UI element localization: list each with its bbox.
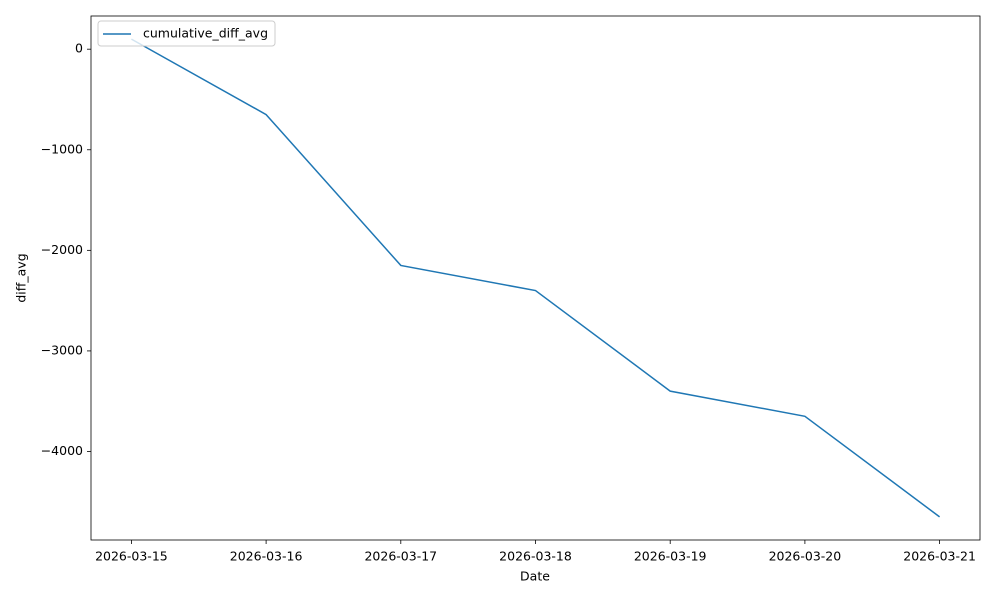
y-tick-label: −4000 xyxy=(41,443,83,458)
x-tick-label: 2026-03-17 xyxy=(364,549,437,564)
data-line xyxy=(131,38,941,518)
y-tick-label: −1000 xyxy=(41,141,83,156)
x-axis-label: Date xyxy=(520,569,550,584)
x-tick-label: 2026-03-18 xyxy=(499,549,572,564)
y-axis-label: diff_avg xyxy=(14,253,29,302)
y-tick-label: −3000 xyxy=(41,342,83,357)
x-tick-label: 2026-03-19 xyxy=(634,549,707,564)
x-tick-label: 2026-03-20 xyxy=(769,549,842,564)
legend-label: cumulative_diff_avg xyxy=(143,26,268,41)
legend-box xyxy=(97,20,276,47)
plot-frame xyxy=(90,15,981,541)
x-tick-label: 2026-03-16 xyxy=(230,549,303,564)
y-tick-label: −2000 xyxy=(41,242,83,257)
y-tick-label: 0 xyxy=(75,41,83,56)
x-tick-label: 2026-03-21 xyxy=(903,549,976,564)
x-tick-label: 2026-03-15 xyxy=(95,549,168,564)
